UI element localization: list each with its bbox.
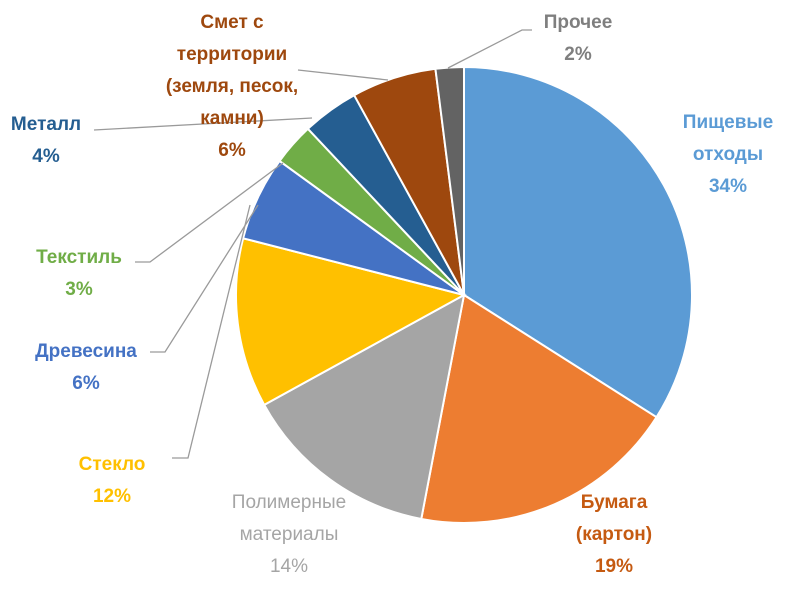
slice-label-7: Металл 4% [11,114,81,167]
slice-name-label: Прочее [544,12,613,33]
pie-slice-4 [235,237,467,407]
slice-percent-label: 34% [709,176,747,197]
slice-name-label: (картон) [576,524,652,545]
slice-label-2: Бумага (картон) 19% [576,492,652,577]
pie-slice-2 [420,293,658,524]
slice-label-3: Полимерные материалы 14% [232,492,346,577]
slice-name-label: Полимерные [232,492,346,513]
slice-label-6: Текстиль 3% [36,247,122,300]
leader-line-5 [150,204,259,353]
slice-name-label: территории [177,44,287,65]
slice-label-4: Стекло 12% [79,454,146,507]
slice-name-label: Пищевые [683,112,773,133]
leader-line-7 [93,117,313,131]
slice-percent-label: 12% [93,486,131,507]
leader-line-9 [447,29,532,69]
leader-lines [93,29,532,459]
slice-percent-label: 19% [595,556,633,577]
slice-name-label: (земля, песок, [166,76,298,97]
slice-percent-label: 6% [72,373,100,394]
slice-name-label: Древесина [35,341,137,362]
leader-line-6 [135,162,284,263]
slice-labels: Пищевые отходы 34% Бумага (картон) 19% Полимер… [11,12,773,577]
slice-name-label: отходы [693,144,763,165]
slice-percent-label: 3% [65,279,93,300]
slice-label-9: Прочее 2% [544,12,613,65]
leader-line-4 [172,204,251,459]
slice-name-label: Металл [11,114,81,135]
slice-percent-label: 4% [32,146,60,167]
slice-name-label: материалы [240,524,339,545]
leader-line-8 [297,69,389,81]
slice-label-8: Смет с территории (земля, песок, камни) 6% [166,12,298,161]
slice-percent-label: 2% [564,44,592,65]
pie-slice-3 [262,293,466,521]
slice-name-label: Текстиль [36,247,122,268]
slice-name-label: Бумага [581,492,648,513]
slice-name-label: Стекло [79,454,146,475]
slice-label-1: Пищевые отходы 34% [683,112,773,197]
pie-slices [235,65,693,524]
slice-percent-label: 6% [218,140,246,161]
slice-name-label: камни) [200,108,264,129]
slice-label-5: Древесина 6% [35,341,137,394]
slice-name-label: Смет с [200,12,264,33]
slice-percent-label: 14% [270,556,308,577]
pie-slice-1 [463,65,693,419]
